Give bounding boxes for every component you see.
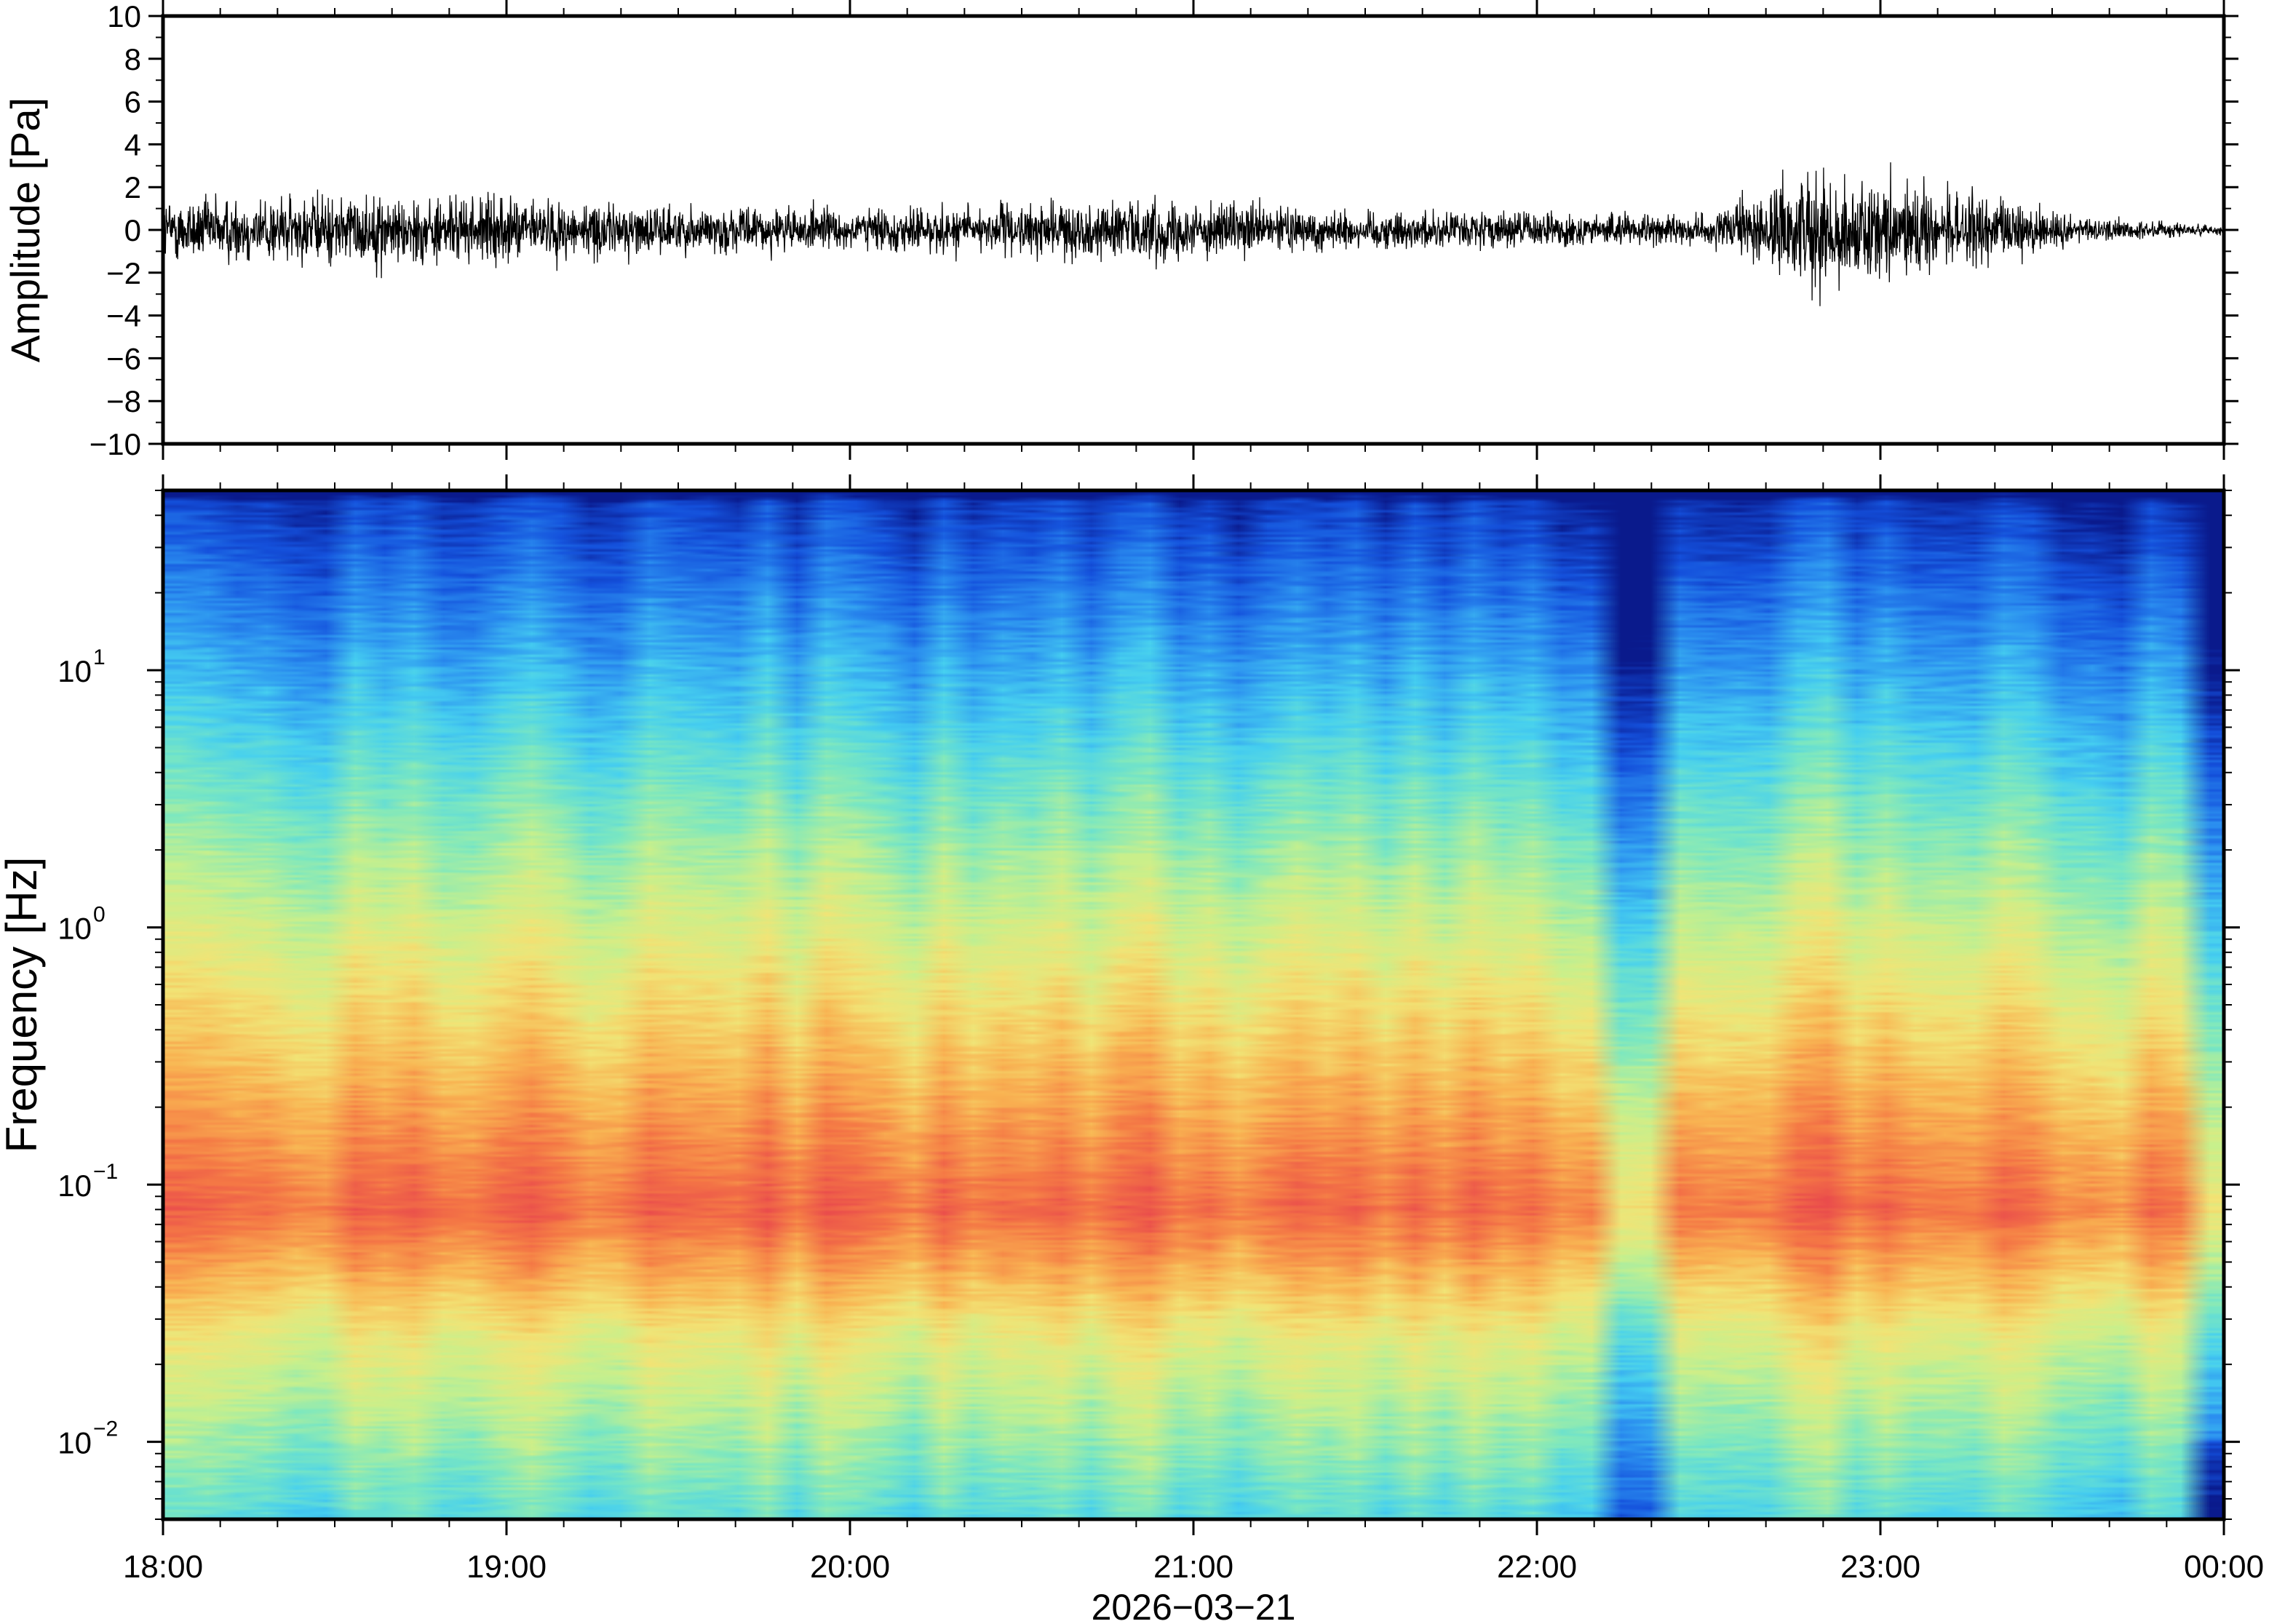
- spectrogram-y-tick-exponent: −2: [93, 1417, 118, 1441]
- x-tick-label: 00:00: [2184, 1549, 2264, 1585]
- waveform-y-tick-label: 6: [124, 85, 141, 119]
- x-axis-date-label: 2026−03−21: [1092, 1587, 1296, 1624]
- spectrogram-y-tick-exponent: −1: [93, 1160, 118, 1184]
- spectrogram-y-tick-label: 10: [57, 1426, 92, 1460]
- waveform-y-ticks: 10 8 6 4 2 0 −2 −4 −6 −8 −10: [90, 0, 2238, 461]
- spectrogram-y-tick-exponent: 0: [93, 903, 106, 927]
- waveform-y-tick-label: −10: [90, 427, 141, 461]
- spectrogram-ylabel: Frequency [Hz]: [0, 857, 46, 1153]
- waveform-y-tick-label: −2: [106, 256, 141, 290]
- waveform-panel: 10 8 6 4 2 0 −2 −4 −6 −8 −10 Amplitude [Pa]: [2, 0, 2238, 461]
- x-axis-tick-labels: 18:00 19:00 20:00 21:00 22:00 23:00 00:00: [123, 1549, 2264, 1585]
- spectrogram-y-tick-exponent: 1: [93, 645, 106, 669]
- waveform-y-tick-label: 0: [124, 213, 141, 247]
- x-tick-label: 22:00: [1497, 1549, 1577, 1585]
- waveform-y-tick-label: 10: [107, 0, 141, 33]
- waveform-y-tick-label: 4: [124, 127, 141, 162]
- spectrogram-y-tick-label: 10: [57, 912, 92, 946]
- waveform-y-tick-label: 2: [124, 170, 141, 204]
- spectrogram-x-ticks: [162, 474, 2225, 1535]
- spectrogram-heatmap: [163, 490, 2224, 1519]
- x-tick-label: 19:00: [466, 1549, 547, 1585]
- waveform-y-tick-label: −6: [106, 341, 141, 375]
- x-tick-label: 23:00: [1840, 1549, 1920, 1585]
- x-tick-label: 21:00: [1153, 1549, 1233, 1585]
- spectrogram-y-tick-label: 10: [57, 654, 92, 688]
- waveform-y-tick-label: −8: [106, 384, 141, 418]
- x-tick-label: 20:00: [810, 1549, 890, 1585]
- x-tick-label: 18:00: [123, 1549, 203, 1585]
- waveform-trace: [162, 162, 2225, 306]
- waveform-y-tick-label: −4: [106, 299, 141, 333]
- waveform-ylabel: Amplitude [Pa]: [2, 97, 48, 362]
- waveform-y-tick-label: 8: [124, 42, 141, 76]
- spectrogram-y-tick-label: 10: [57, 1169, 92, 1203]
- waveform-x-ticks: [162, 0, 2225, 460]
